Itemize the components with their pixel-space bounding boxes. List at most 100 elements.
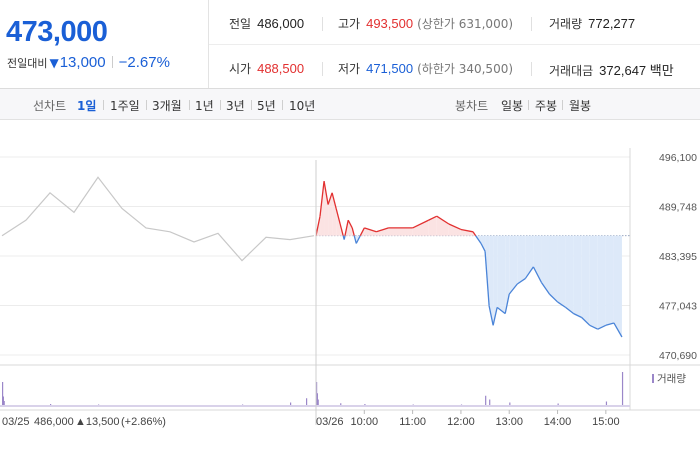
price-segment (480, 243, 486, 252)
divider (146, 100, 147, 110)
divider (251, 100, 252, 110)
area-fill (605, 235, 614, 326)
tab-daily-candle[interactable]: 일봉 (501, 99, 524, 113)
divider (531, 62, 532, 76)
area-fill (460, 229, 473, 236)
tab-1w[interactable]: 1주일 (110, 99, 140, 113)
area-fill (589, 235, 598, 330)
prev-day-date: 03/25 (2, 416, 30, 428)
area-fill (517, 235, 526, 285)
volume-bar (605, 401, 608, 407)
stat-label: 시가 (229, 62, 252, 76)
area-fill (597, 235, 606, 330)
divider (111, 56, 113, 68)
prev-day-change: ▲13,500 (75, 416, 120, 428)
volume-legend: 거래량 (652, 373, 686, 385)
price-segment (323, 181, 329, 205)
tab-3m[interactable]: 3개월 (152, 99, 182, 113)
stat-label: 거래량 (549, 17, 583, 31)
tab-3y[interactable]: 3년 (226, 99, 245, 113)
divider (282, 100, 283, 110)
divider (220, 100, 221, 110)
tab-1d[interactable]: 1일 (77, 99, 97, 113)
area-fill (481, 235, 486, 252)
price-segment (339, 223, 344, 236)
tab-monthly-candle[interactable]: 월봉 (569, 99, 592, 113)
y-tick-label: 470,690 (659, 350, 697, 362)
price-segment (475, 235, 482, 244)
price-segment (460, 228, 474, 233)
x-tick-label: 03/26 (316, 416, 344, 428)
price-lines (1, 176, 623, 338)
change-row: 전일대비 ▼13,000 −2.67% (7, 54, 170, 71)
area-fill (557, 235, 566, 308)
price-segment (472, 231, 477, 237)
y-tick-label: 489,748 (659, 201, 697, 213)
area-fill (493, 235, 498, 326)
y-tick-label: 496,100 (659, 152, 697, 164)
current-price: 473,000 (6, 16, 108, 48)
stat-open: 시가 488,500 (229, 60, 304, 77)
tab-5y[interactable]: 5년 (257, 99, 276, 113)
x-axis: 03/25 486,000 ▲13,500 (+2.86%) 03/26 10:00 11:… (2, 160, 620, 428)
area-fill (509, 235, 518, 295)
volume-bar (3, 401, 5, 407)
divider (322, 62, 323, 76)
stat-label: 저가 (338, 62, 361, 76)
price-segment (524, 266, 534, 279)
price-chart[interactable]: 496,100 489,748 483,395 477,043 470,690 03/2… (0, 120, 700, 450)
area-fill (352, 227, 355, 236)
area-fill (565, 235, 574, 314)
area-fill (489, 235, 494, 326)
stat-low: 저가 471,500 (하한가 340,500) (338, 60, 513, 77)
price-segment (573, 313, 582, 319)
tab-weekly-candle[interactable]: 주봉 (535, 99, 558, 113)
price-segment (496, 306, 506, 315)
price-segment (532, 266, 543, 283)
stat-value: 372,647 백만 (599, 63, 674, 78)
price-segment (353, 235, 357, 244)
price-segment (492, 307, 498, 326)
price-segment (412, 219, 430, 229)
area-fill (348, 220, 353, 236)
y-axis: 496,100 489,748 483,395 477,043 470,690 (659, 152, 697, 362)
area-fill (412, 220, 429, 236)
row-divider (209, 44, 700, 45)
divider (528, 100, 529, 110)
prev-day-close: 486,000 (34, 416, 74, 428)
legend-swatch (652, 374, 654, 383)
price-segment (565, 306, 575, 315)
price-segment (613, 322, 623, 338)
prev-day-line (1, 176, 315, 262)
area-fill (364, 227, 377, 236)
stat-value: 486,000 (257, 16, 305, 31)
down-arrow-icon: ▼ (49, 56, 59, 70)
price-segment (327, 192, 333, 205)
price-segment (540, 282, 551, 295)
y-tick-label: 483,395 (659, 251, 697, 263)
volume-baseline (0, 405, 630, 407)
chart-grid (0, 148, 700, 411)
area-fill (448, 224, 461, 236)
tab-10y[interactable]: 10년 (289, 99, 316, 113)
x-tick-label: 14:00 (544, 416, 572, 428)
price-segment (335, 208, 341, 225)
change-percent: −2.67% (118, 54, 170, 71)
prev-day-pct: (+2.86%) (121, 416, 166, 428)
price-segment (557, 301, 566, 308)
price-segment (331, 192, 337, 209)
tab-1y[interactable]: 1년 (195, 99, 214, 113)
divider (322, 17, 323, 31)
quote-header: 473,000 전일대비 ▼13,000 −2.67% 전일 486,000 고가 49… (0, 0, 700, 89)
volume-bar (2, 396, 4, 407)
change-amount: 13,000 (59, 54, 106, 71)
price-segment (484, 251, 490, 306)
price-segment (319, 181, 325, 217)
price-segment (504, 294, 510, 314)
volume-bars (0, 372, 630, 407)
price-segment (605, 322, 615, 326)
stat-value: 493,500 (366, 16, 414, 31)
stat-sub: (하한가 340,500) (417, 62, 514, 76)
area-fill (360, 227, 365, 236)
area-fill (332, 192, 337, 236)
